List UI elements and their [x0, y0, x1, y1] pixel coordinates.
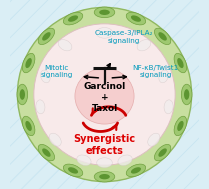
- Ellipse shape: [63, 164, 83, 177]
- Ellipse shape: [131, 167, 141, 174]
- Ellipse shape: [184, 89, 189, 100]
- Ellipse shape: [177, 58, 184, 68]
- Ellipse shape: [22, 53, 35, 73]
- Ellipse shape: [158, 32, 167, 41]
- Ellipse shape: [25, 121, 32, 131]
- Ellipse shape: [126, 12, 146, 25]
- Ellipse shape: [154, 144, 171, 161]
- Circle shape: [17, 7, 192, 182]
- Ellipse shape: [22, 116, 35, 136]
- Ellipse shape: [148, 133, 160, 146]
- Text: NF-κB/Twist1
signaling: NF-κB/Twist1 signaling: [132, 65, 178, 78]
- Ellipse shape: [77, 155, 91, 166]
- Ellipse shape: [17, 84, 28, 105]
- Ellipse shape: [181, 84, 192, 105]
- Text: Caspase-3/iPLA₂
signaling: Caspase-3/iPLA₂ signaling: [95, 30, 153, 44]
- Ellipse shape: [174, 116, 187, 136]
- Ellipse shape: [20, 89, 25, 100]
- Ellipse shape: [49, 133, 61, 146]
- Ellipse shape: [159, 70, 168, 83]
- Ellipse shape: [99, 10, 110, 15]
- Ellipse shape: [137, 40, 151, 51]
- Text: Synergistic
effects: Synergistic effects: [73, 134, 136, 156]
- Ellipse shape: [68, 167, 78, 174]
- Ellipse shape: [174, 53, 187, 73]
- Ellipse shape: [131, 15, 141, 22]
- Ellipse shape: [177, 121, 184, 131]
- Ellipse shape: [25, 58, 32, 68]
- Ellipse shape: [97, 158, 112, 168]
- Ellipse shape: [75, 68, 134, 124]
- Ellipse shape: [94, 7, 115, 18]
- Ellipse shape: [68, 15, 78, 22]
- Ellipse shape: [126, 164, 146, 177]
- Ellipse shape: [118, 155, 132, 166]
- Ellipse shape: [42, 32, 51, 41]
- Ellipse shape: [38, 144, 55, 161]
- Ellipse shape: [164, 100, 173, 114]
- Ellipse shape: [158, 148, 167, 157]
- Ellipse shape: [36, 100, 45, 114]
- Ellipse shape: [96, 28, 113, 38]
- Circle shape: [34, 24, 175, 165]
- Ellipse shape: [99, 174, 110, 179]
- Ellipse shape: [38, 28, 55, 45]
- Ellipse shape: [58, 40, 72, 51]
- Ellipse shape: [154, 28, 171, 45]
- Ellipse shape: [41, 70, 50, 83]
- Ellipse shape: [94, 171, 115, 182]
- Text: Mitotic
signaling: Mitotic signaling: [41, 65, 73, 78]
- Text: Garcinol
+
Taxol: Garcinol + Taxol: [83, 82, 126, 113]
- Ellipse shape: [42, 148, 51, 157]
- Ellipse shape: [63, 12, 83, 25]
